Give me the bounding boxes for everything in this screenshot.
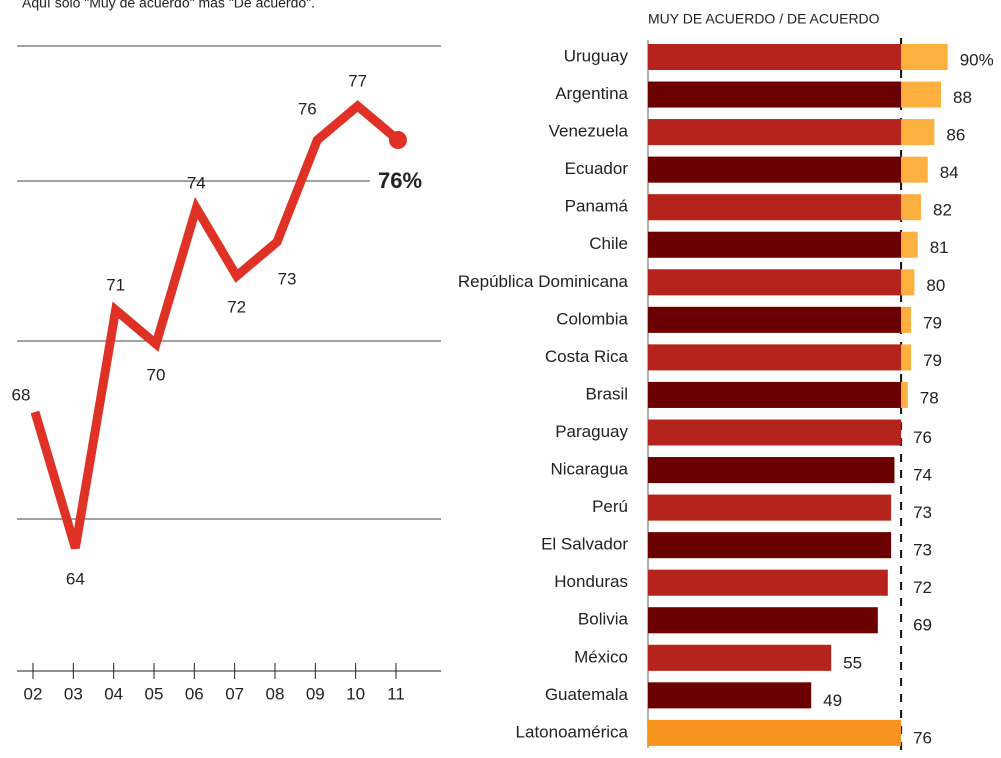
y-tick-label: Brasil — [585, 384, 628, 403]
y-tick-label: México — [574, 647, 628, 666]
y-tick-label: Colombia — [556, 309, 628, 328]
x-tick-label: 06 — [185, 684, 204, 703]
bar — [648, 719, 902, 746]
y-tick-label: Bolivia — [578, 610, 629, 629]
x-tick-label: 04 — [104, 684, 123, 703]
data-label: 74 — [913, 466, 932, 485]
bar-base — [648, 156, 902, 183]
bar-base — [648, 306, 902, 333]
bar-base — [648, 231, 902, 258]
x-tick-label: 03 — [64, 684, 83, 703]
x-tick-label: 10 — [346, 684, 365, 703]
end-point — [388, 131, 407, 149]
bar-base — [648, 381, 902, 408]
x-tick-label: 08 — [266, 684, 285, 703]
x-tick-label: 11 — [387, 684, 405, 703]
bar-base — [648, 682, 812, 709]
y-tick-label: Uruguay — [564, 46, 629, 65]
data-label: 90% — [960, 50, 994, 69]
subtitle: Aquí solo "Muy de acuerdo" más "De acuer… — [22, 0, 315, 11]
data-label: 79 — [923, 351, 942, 370]
data-label: 76 — [913, 428, 932, 447]
data-label: 81 — [930, 238, 949, 257]
data-label: 72 — [227, 297, 246, 316]
y-tick-label: Ecuador — [565, 159, 629, 178]
y-tick-label: Costa Rica — [545, 347, 629, 366]
bar-base — [648, 457, 895, 484]
data-label: 73 — [278, 269, 297, 288]
bar-base — [648, 269, 902, 296]
data-label: 73 — [913, 541, 932, 560]
bar-base — [648, 194, 902, 221]
y-tick-label: Latonoamérica — [516, 722, 629, 741]
data-label: 77 — [348, 71, 367, 90]
data-label: 76 — [298, 99, 317, 118]
x-tick-label: 02 — [24, 684, 43, 703]
y-tick-label: Chile — [589, 234, 628, 253]
data-label: 64 — [66, 569, 85, 588]
x-tick-label: 05 — [145, 684, 164, 703]
data-label: 68 — [12, 385, 31, 404]
bar-base — [648, 532, 892, 559]
data-label: 72 — [913, 578, 932, 597]
data-label: 86 — [946, 126, 965, 145]
bar-base — [648, 494, 892, 521]
data-label: 55 — [843, 653, 862, 672]
data-label: 82 — [933, 201, 952, 220]
bar-base — [648, 607, 878, 634]
y-tick-label: República Dominicana — [458, 272, 629, 291]
data-label: 70 — [147, 365, 166, 384]
bar-base — [648, 569, 888, 596]
bar-base — [648, 419, 902, 446]
y-tick-label: Venezuela — [549, 122, 629, 141]
y-tick-label: Panamá — [565, 197, 629, 216]
y-tick-label: Honduras — [554, 572, 628, 591]
data-label: 74 — [187, 173, 206, 192]
x-tick-label: 07 — [225, 684, 244, 703]
data-label: 80 — [926, 276, 945, 295]
bar-base — [648, 644, 832, 671]
data-label: 69 — [913, 616, 932, 635]
data-label: 73 — [913, 503, 932, 522]
axis-label: MUY DE ACUERDO / DE ACUERDO — [648, 11, 880, 27]
data-label: 79 — [923, 313, 942, 332]
data-label: 78 — [920, 388, 939, 407]
bar-base — [648, 81, 902, 108]
annotation: 76% — [378, 168, 422, 193]
data-label: 88 — [953, 88, 972, 107]
data-label: 84 — [940, 163, 959, 182]
data-label: 76 — [913, 728, 932, 747]
y-tick-label: Guatemala — [545, 685, 629, 704]
y-tick-label: Perú — [592, 497, 628, 516]
data-label: 49 — [823, 691, 842, 710]
bar-base — [648, 344, 902, 371]
y-tick-label: Argentina — [555, 84, 628, 103]
line — [30, 100, 401, 550]
y-tick-label: Paraguay — [555, 422, 628, 441]
y-tick-label: Nicaragua — [551, 460, 629, 479]
bar-base — [648, 119, 902, 146]
y-tick-label: El Salvador — [541, 535, 628, 554]
x-tick-label: 09 — [306, 684, 325, 703]
data-label: 71 — [106, 275, 125, 294]
bar-base — [648, 44, 902, 70]
